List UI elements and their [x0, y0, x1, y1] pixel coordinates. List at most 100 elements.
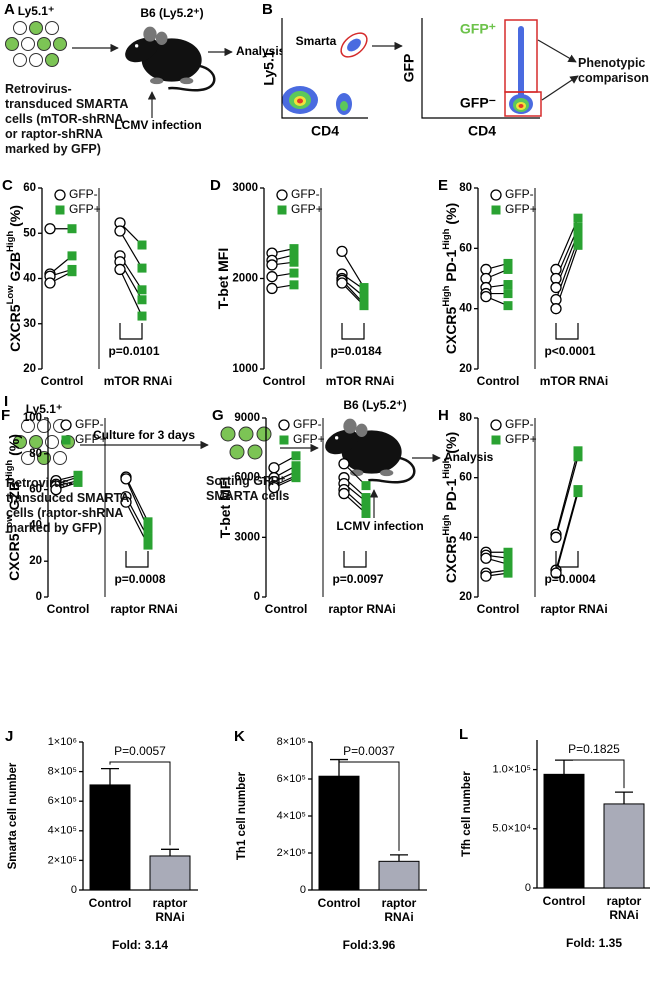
y-tick-label: 1.0×10⁵: [492, 764, 531, 776]
y-tick-label: 6000: [234, 472, 260, 484]
y-tick-label: 2×10⁵: [48, 854, 77, 866]
data-point: [137, 263, 147, 273]
y-tick-label: 40: [29, 519, 42, 531]
data-point: [359, 292, 369, 302]
y-axis-label-part: (%): [443, 203, 459, 229]
data-point: [503, 258, 513, 268]
p-value: p=0.0008: [114, 572, 165, 586]
y-tick-label: 40: [459, 531, 472, 543]
y-axis-label-part: High: [4, 460, 15, 481]
x-tick-label: raptor RNAi: [381, 896, 417, 924]
y-axis-label-part: T-bet MFI: [217, 477, 233, 538]
recipient-label: B6 (Ly5.2⁺): [140, 6, 203, 20]
significance-bracket: [339, 761, 400, 851]
p-value: p=0.0097: [332, 572, 383, 586]
analysis-label: Analysis: [444, 450, 494, 464]
y-axis-label: T-bet MFI: [215, 248, 231, 309]
y-axis-label: CXCR5Low GZBHigh (%): [5, 205, 23, 352]
data-point: [137, 311, 147, 321]
data-point: [573, 234, 583, 244]
y-tick-label: 20: [23, 363, 36, 375]
bracket: [341, 323, 365, 340]
legend-label: GFP+: [291, 202, 323, 216]
data-point: [73, 477, 83, 487]
data-point: [291, 461, 301, 471]
x-tick-label: raptor RNAi: [152, 896, 188, 924]
culture-label: Culture for 3 days: [93, 428, 195, 442]
x-tick-label: mTOR RNAi: [540, 374, 608, 388]
y-tick-label: 9000: [234, 412, 260, 424]
bar: [603, 803, 645, 889]
data-point: [289, 257, 299, 267]
pair-line: [119, 230, 143, 269]
data-point: [268, 462, 280, 474]
cell-group: [5, 21, 67, 67]
y-tick-label: 8×10⁵: [277, 736, 306, 748]
y-axis-label-part: CXCR5: [6, 533, 22, 581]
panel-letter: J: [5, 728, 13, 745]
data-point: [266, 282, 278, 295]
data-point: [120, 496, 132, 508]
x-tick-label: Control: [41, 374, 84, 388]
y-tick-label: 0: [71, 884, 77, 896]
y-axis-label-part: (%): [6, 434, 22, 460]
data-point: [503, 301, 513, 311]
data-point: [143, 540, 153, 550]
cell-group: [220, 426, 272, 460]
pair-line: [119, 269, 143, 317]
data-point: [137, 285, 147, 295]
panel-letter: L: [459, 726, 468, 743]
data-point: [550, 303, 562, 315]
mouse: [320, 417, 416, 484]
pair-line: [125, 476, 149, 523]
bracket: [119, 323, 143, 340]
fold-change: Fold:3.96: [343, 938, 396, 952]
cells-label: Retrovirus-transduced SMARTA cells (rapt…: [6, 476, 129, 535]
bar: [149, 855, 191, 891]
data-point: [503, 559, 513, 569]
legend-marker: [490, 419, 502, 431]
y-axis-label-part: Low: [5, 285, 16, 305]
data-point: [550, 531, 562, 543]
legend-marker: [54, 189, 66, 201]
data-point: [143, 524, 153, 534]
y-axis-label-part: High: [5, 231, 16, 252]
y-axis-label-part: High: [441, 514, 452, 535]
data-point: [266, 271, 278, 283]
pair-line: [555, 456, 579, 538]
y-tick-label: 6×10⁵: [48, 795, 77, 807]
panel-letter: C: [2, 177, 13, 194]
significance-bracket: [564, 759, 625, 789]
y-tick-label: 20: [459, 591, 472, 603]
y-tick-label: 20: [459, 363, 472, 375]
legend-label: GFP-: [69, 187, 98, 201]
bar: [378, 860, 420, 891]
legend-label: GFP-: [291, 187, 320, 201]
x-tick-label: Control: [47, 602, 90, 616]
data-point: [67, 251, 77, 261]
y-tick-label: 4×10⁵: [48, 825, 77, 837]
data-point: [143, 533, 153, 543]
y-axis-label-part: PD-1: [443, 479, 459, 515]
y-tick-label: 1×10⁶: [48, 736, 77, 748]
y-tick-label: 40: [459, 303, 472, 315]
y-tick-label: 80: [29, 448, 42, 460]
legend-marker: [491, 205, 501, 215]
panel-letter: K: [234, 728, 245, 745]
y-tick-label: 20: [29, 555, 42, 567]
axis-label: CD4: [468, 123, 496, 139]
p-value: p=0.0184: [330, 344, 381, 358]
legend-label: GFP-: [505, 417, 534, 431]
y-tick-label: 50: [23, 227, 36, 239]
comparison-label: Phenotypic comparison: [578, 56, 649, 85]
bar: [318, 775, 360, 891]
data-point: [289, 280, 299, 290]
data-point: [359, 301, 369, 311]
legend-marker: [55, 205, 65, 215]
legend-label: GFP+: [75, 432, 107, 446]
data-point: [573, 213, 583, 223]
y-tick-label: 4×10⁵: [277, 810, 306, 822]
x-tick-label: raptor RNAi: [606, 894, 642, 922]
flow-plot: [281, 18, 368, 119]
y-tick-label: 5.0×10⁴: [492, 823, 531, 835]
